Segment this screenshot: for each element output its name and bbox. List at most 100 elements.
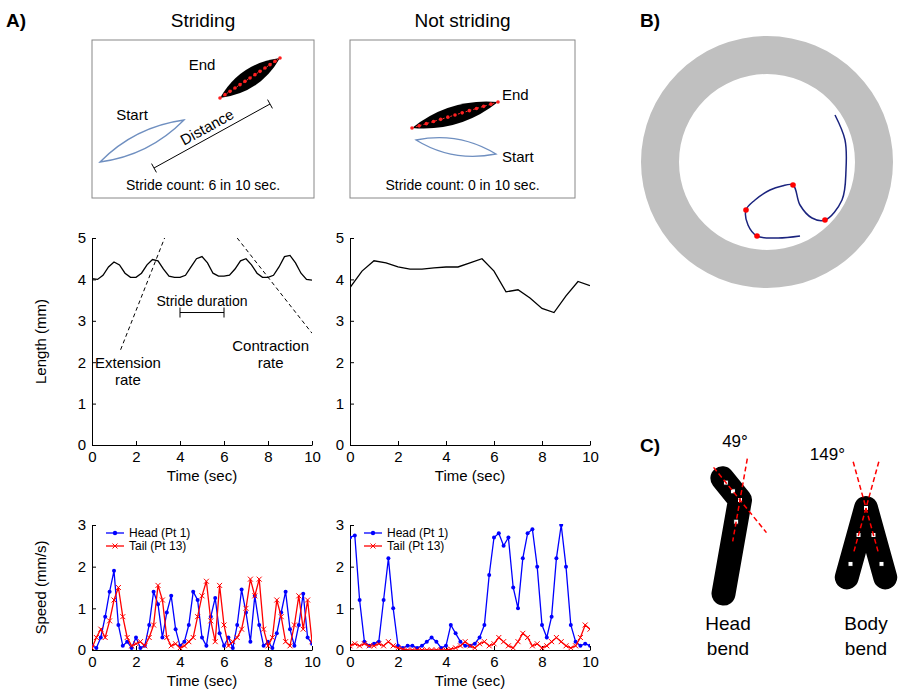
- arena-panel: [641, 36, 893, 288]
- tick: 2: [132, 441, 140, 465]
- tick-label: 8: [264, 653, 272, 670]
- series-marker: [520, 631, 525, 636]
- series-marker: [530, 643, 535, 648]
- tick-label: 6: [490, 653, 498, 670]
- tick-mark: [136, 646, 137, 650]
- plot-area: [92, 238, 312, 350]
- tick-mark: [494, 646, 495, 650]
- tick-mark: [590, 646, 591, 650]
- series-marker: [516, 606, 520, 610]
- line-chart: 0246810012345Time (sec)Length (mm)Extens…: [32, 229, 321, 484]
- tick-label: 2: [394, 448, 402, 465]
- series-marker: [578, 644, 582, 648]
- tick: 10: [582, 441, 599, 465]
- skeleton-point: [417, 124, 421, 128]
- tick-mark: [494, 441, 495, 445]
- figure: A)B)C)StridingEndStartDistanceStride cou…: [0, 0, 909, 698]
- snapshot-box: EndStartStride count: 0 in 10 sec.: [350, 40, 575, 198]
- series-marker: [434, 640, 438, 644]
- series-marker: [239, 627, 244, 632]
- series-marker: [301, 627, 306, 632]
- start-worm: [100, 120, 184, 162]
- tick-label: 3: [336, 516, 344, 533]
- series-marker: [112, 598, 117, 603]
- skeleton-line: [220, 58, 280, 98]
- series-marker: [468, 643, 473, 648]
- x-axis-title: Time (sec): [435, 672, 505, 689]
- tick-label: 2: [336, 354, 344, 371]
- series-marker: [173, 641, 178, 646]
- tick: 1: [336, 600, 354, 617]
- tick-mark: [350, 608, 354, 609]
- series-marker: [545, 636, 549, 640]
- series-marker: [559, 524, 563, 527]
- tick-mark: [350, 279, 354, 280]
- tick-label: 10: [582, 448, 599, 465]
- tick-label: 4: [442, 448, 450, 465]
- series-marker: [231, 646, 235, 650]
- series-marker: [94, 646, 98, 650]
- series-marker: [583, 642, 587, 646]
- series-line: [350, 259, 590, 313]
- x-axis: 0246810: [88, 646, 321, 670]
- series-marker: [569, 623, 573, 627]
- tick-label: 8: [538, 653, 546, 670]
- y-axis-line: [92, 239, 93, 446]
- series-marker: [138, 639, 143, 644]
- tick: 2: [394, 646, 402, 670]
- annotation-label-line: Extension: [95, 354, 161, 371]
- bend-label: Headbend: [705, 613, 750, 659]
- series-marker: [222, 623, 227, 628]
- series-marker: [583, 623, 588, 628]
- stride-count: Stride count: 0 in 10 sec.: [385, 177, 539, 193]
- column-title: Not striding: [414, 10, 510, 31]
- series-marker: [353, 533, 357, 537]
- tick: 10: [304, 441, 321, 465]
- start-worm: [416, 138, 496, 157]
- legend-label: Head (Pt 1): [387, 526, 448, 540]
- series-marker: [487, 573, 491, 577]
- tick-mark: [350, 525, 354, 526]
- series-marker: [391, 643, 396, 648]
- annotation-label: Extensionrate: [95, 354, 161, 388]
- tick-label: 6: [220, 653, 228, 670]
- series-marker: [160, 598, 165, 603]
- series-marker: [152, 590, 156, 594]
- skeleton-point: [223, 93, 227, 97]
- bend-label-line: Head: [705, 613, 750, 634]
- tick-mark: [350, 238, 354, 239]
- legend: Head (Pt 1)Tail (Pt 13): [106, 526, 190, 553]
- tick-mark: [92, 525, 96, 526]
- arena-ring: [641, 36, 893, 288]
- series-marker: [472, 645, 477, 650]
- series-marker: [218, 631, 222, 635]
- tick-mark: [92, 567, 96, 568]
- series-marker: [540, 645, 545, 650]
- series-marker: [292, 644, 296, 648]
- series-marker: [301, 592, 305, 596]
- tick: 2: [336, 558, 354, 575]
- series-marker: [156, 583, 161, 588]
- angle-line: [714, 467, 767, 532]
- reversal-point: [743, 207, 749, 213]
- x-axis-title: Time (sec): [435, 467, 505, 484]
- series-marker: [544, 643, 549, 648]
- series-marker: [425, 640, 429, 644]
- legend-marker: [371, 531, 375, 535]
- series-marker: [487, 643, 492, 648]
- series-marker: [434, 648, 439, 651]
- skeleton-point: [228, 90, 232, 94]
- tick: 8: [264, 441, 272, 465]
- tick-mark: [398, 441, 399, 445]
- series-marker: [142, 643, 147, 648]
- tick: 4: [176, 646, 184, 670]
- series-marker: [284, 590, 288, 594]
- skeleton-point: [410, 126, 414, 130]
- tick: 3: [78, 516, 96, 533]
- column-title: Striding: [171, 10, 235, 31]
- start-label: Start: [502, 148, 535, 165]
- tick-mark: [92, 321, 96, 322]
- tick-mark: [224, 441, 225, 445]
- start-label: Start: [116, 106, 149, 123]
- series-marker: [473, 642, 477, 646]
